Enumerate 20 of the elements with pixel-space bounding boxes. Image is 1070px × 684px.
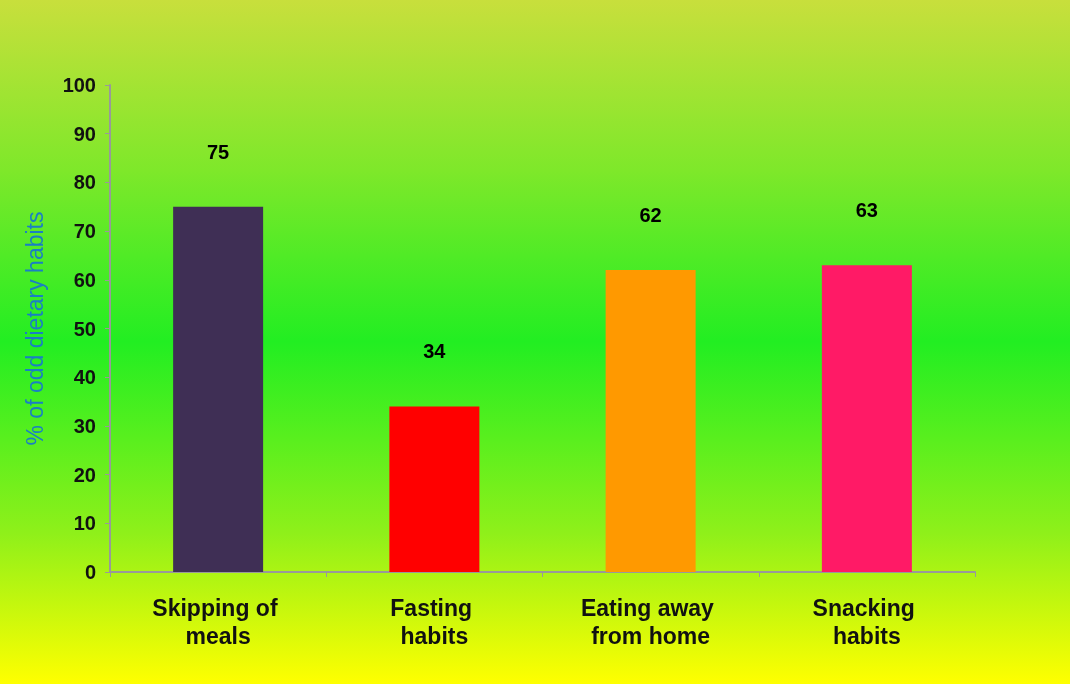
- x-tick-label: Snacking habits: [812, 595, 922, 649]
- y-tick-label: 10: [73, 512, 96, 535]
- data-label: 75: [207, 140, 230, 163]
- y-tick-label: 20: [73, 463, 96, 486]
- y-axis-title: % of odd dietary habits: [21, 211, 48, 446]
- data-label: 63: [855, 199, 878, 222]
- x-tick-label: Eating away from home: [580, 595, 721, 649]
- y-tick-label: 30: [73, 414, 96, 437]
- x-tick-label: Fasting habits: [390, 595, 479, 649]
- y-tick-label: 50: [73, 317, 96, 340]
- y-tick-label: 40: [73, 366, 96, 389]
- data-label: 34: [423, 340, 447, 363]
- y-tick-label: 90: [73, 122, 96, 145]
- y-tick-label: 100: [62, 74, 96, 96]
- y-tick-label: 80: [73, 171, 96, 194]
- data-label: 62: [639, 204, 662, 227]
- y-tick-label: 70: [73, 220, 96, 243]
- y-tick-label: 60: [73, 268, 96, 291]
- y-tick-label: 0: [84, 561, 96, 583]
- x-tick-label: Skipping of meals: [152, 595, 284, 649]
